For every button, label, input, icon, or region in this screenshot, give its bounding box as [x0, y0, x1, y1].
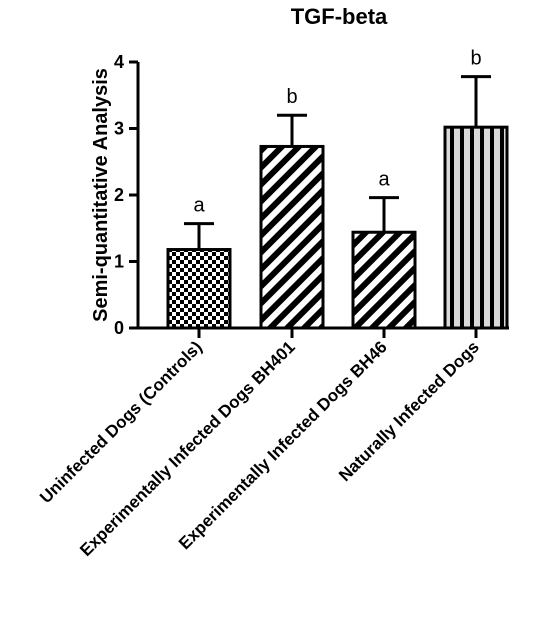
- bar: [351, 230, 417, 330]
- category-labels: Uninfected Dogs (Controls)Experimentally…: [36, 337, 483, 560]
- significance-letter: a: [193, 195, 205, 217]
- significance-letter: b: [286, 86, 297, 108]
- bar: [166, 248, 232, 330]
- y-tick-label: 0: [114, 318, 124, 338]
- category-label: Experimentally Infected Dogs BH46: [175, 337, 391, 553]
- y-tick-label: 3: [114, 119, 124, 139]
- significance-letter: a: [378, 169, 390, 191]
- category-label: Uninfected Dogs (Controls): [36, 337, 206, 507]
- y-tick-label: 1: [114, 252, 124, 272]
- y-tick-label: 4: [114, 52, 124, 72]
- bar: [443, 125, 509, 330]
- y-axis-label: Semi-quantitative Analysis: [90, 68, 112, 322]
- chart-title: TGF-beta: [291, 4, 388, 29]
- y-tick-label: 2: [114, 185, 124, 205]
- significance-letter: b: [470, 48, 481, 70]
- bars: a b a b: [166, 48, 509, 330]
- bar: [259, 144, 325, 330]
